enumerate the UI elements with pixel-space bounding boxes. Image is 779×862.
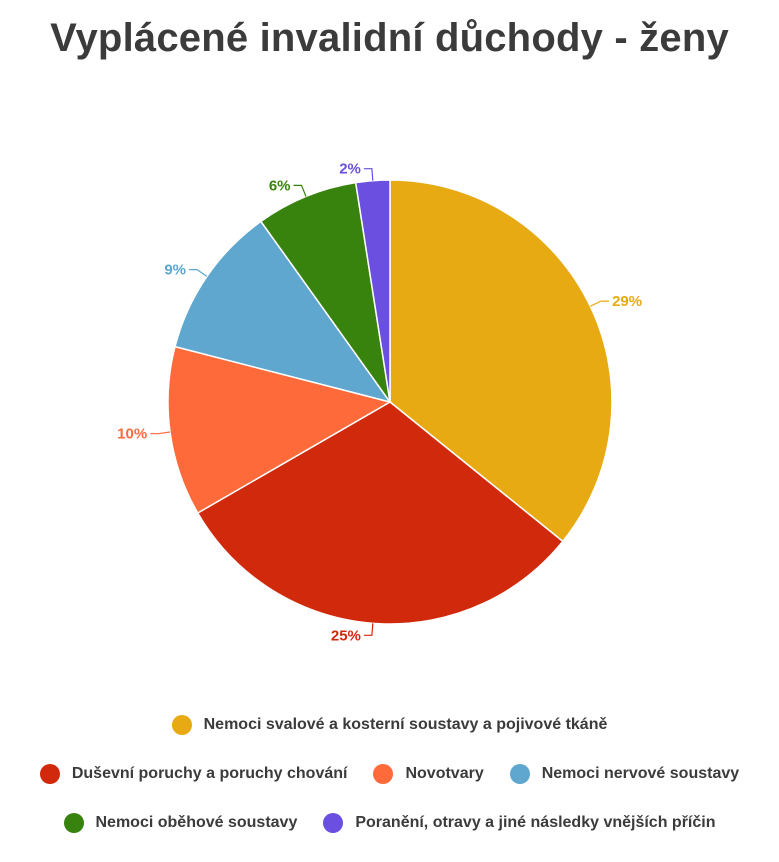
- legend-label: Novotvary: [405, 765, 484, 782]
- legend-swatch-nervous: [509, 764, 530, 784]
- legend-item-nervous[interactable]: Nemoci nervové soustavy: [509, 764, 740, 784]
- data-label-neoplasms: 10%: [117, 426, 147, 443]
- legend-swatch-injuries: [323, 813, 344, 833]
- pie-slice-circulatory[interactable]: [259, 181, 391, 403]
- legend-swatch-musculoskeletal: [171, 715, 192, 735]
- legend-label: Duševní poruchy a poruchy chování: [71, 765, 348, 782]
- data-label-injuries: 2%: [339, 161, 361, 178]
- legend-item-neoplasms[interactable]: Novotvary: [373, 764, 484, 784]
- leader-line-circulatory: [293, 184, 307, 197]
- legend-label: Poranění, otravy a jiné následky vnějšíc…: [355, 814, 716, 831]
- leader-line-neoplasms: [150, 431, 171, 435]
- leader-line-injuries: [363, 168, 374, 181]
- data-label-mental: 25%: [331, 627, 361, 644]
- legend-swatch-circulatory: [63, 813, 84, 833]
- pie-slice-musculoskeletal[interactable]: [389, 179, 613, 543]
- legend-row-1: Nemoci svalové a kosterní soustavy a poj…: [0, 715, 779, 735]
- legend-item-mental[interactable]: Duševní poruchy a poruchy chování: [39, 764, 348, 784]
- legend-label: Nemoci oběhové soustavy: [95, 814, 298, 831]
- legend-swatch-neoplasms: [373, 764, 394, 784]
- legend-label: Nemoci svalové a kosterní soustavy a poj…: [203, 716, 608, 733]
- leader-line-nervous: [189, 269, 208, 277]
- pie-slice-nervous[interactable]: [174, 220, 392, 404]
- legend-row-3: Nemoci oběhové soustavy Poranění, otravy…: [0, 813, 779, 833]
- pie-slice-mental[interactable]: [196, 401, 564, 625]
- chart-title: Vyplácené invalidní důchody - ženy: [50, 16, 729, 60]
- legend-label: Nemoci nervové soustavy: [541, 765, 740, 782]
- legend-item-musculoskeletal[interactable]: Nemoci svalové a kosterní soustavy a poj…: [171, 715, 608, 735]
- data-label-musculoskeletal: 29%: [612, 293, 642, 310]
- data-label-circulatory: 6%: [269, 177, 291, 194]
- data-label-nervous: 9%: [164, 262, 186, 279]
- legend-row-2: Duševní poruchy a poruchy chování Novotv…: [0, 764, 779, 784]
- leader-line-mental: [363, 623, 374, 636]
- legend-swatch-mental: [39, 764, 60, 784]
- legend-item-injuries[interactable]: Poranění, otravy a jiné následky vnějšíc…: [323, 813, 715, 833]
- leader-line-musculoskeletal: [590, 300, 610, 307]
- legend-item-circulatory[interactable]: Nemoci oběhové soustavy: [63, 813, 298, 833]
